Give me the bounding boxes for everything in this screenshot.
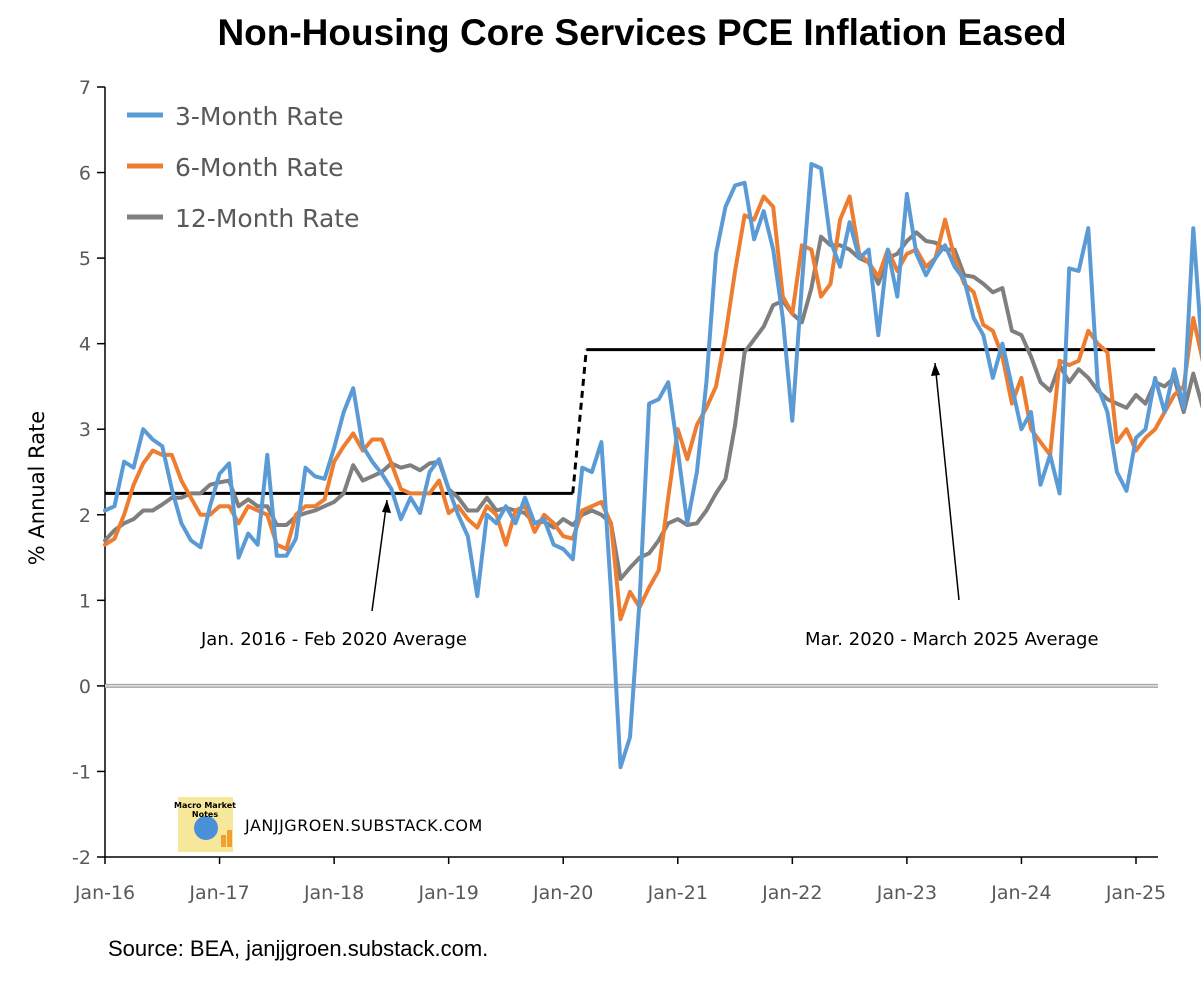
legend-label: 6-Month Rate — [175, 153, 344, 182]
x-tick-label: Jan-22 — [761, 882, 822, 904]
x-tick-label: Jan-17 — [188, 882, 249, 904]
annotation-arrow — [371, 499, 388, 612]
y-tick-label: 2 — [79, 505, 91, 527]
annotation-arrow — [934, 362, 960, 601]
y-tick-label: 4 — [79, 334, 91, 356]
arrowhead-icon — [931, 363, 940, 376]
svg-text:Notes: Notes — [192, 810, 218, 819]
source-note: Source: BEA, janjjgroen.substack.com. — [108, 936, 489, 961]
legend-label: 12-Month Rate — [175, 204, 359, 233]
x-tick-label: Jan-21 — [647, 882, 708, 904]
annotation-label: Mar. 2020 - March 2025 Average — [805, 629, 1099, 650]
watermark-site: JANJJGROEN.SUBSTACK.COM — [244, 816, 483, 835]
arrowhead-icon — [382, 500, 391, 513]
logo-wordmark: Macro Market — [174, 801, 236, 810]
logo-icon: Macro Market Notes — [174, 797, 236, 852]
x-tick-label: Jan-19 — [418, 882, 479, 904]
y-axis-label: % Annual Rate — [25, 411, 49, 565]
x-tick-label: Jan-18 — [303, 882, 364, 904]
x-tick-label: Jan-16 — [74, 882, 135, 904]
y-tick-label: 6 — [79, 163, 91, 185]
annotation-pre-covid: Jan. 2016 - Feb 2020 Average — [200, 499, 467, 650]
x-tick-label: Jan-24 — [990, 882, 1051, 904]
annotation-post-covid: Mar. 2020 - March 2025 Average — [805, 362, 1099, 650]
legend: 3-Month Rate 6-Month Rate 12-Month Rate — [127, 102, 359, 233]
x-tick-label: Jan-20 — [532, 882, 593, 904]
legend-label: 3-Month Rate — [175, 102, 344, 131]
axes: 7 6 5 4 3 2 1 0 -1 -2 Jan-16 Jan-17 Jan-18 Jan-19 Jan-… — [72, 77, 1166, 904]
watermark: Macro Market Notes JANJJGROEN.SUBSTACK.C… — [174, 797, 483, 852]
annotation-label: Jan. 2016 - Feb 2020 Average — [200, 629, 467, 650]
y-tick-label: 7 — [79, 77, 91, 99]
y-tick-label: -2 — [72, 847, 91, 869]
x-tick-label: Jan-23 — [876, 882, 937, 904]
y-tick-label: 1 — [79, 590, 91, 612]
y-tick-label: 3 — [79, 419, 91, 441]
series-line-3 — [103, 230, 1201, 581]
chart-area: 7 6 5 4 3 2 1 0 -1 -2 Jan-16 Jan-17 Jan-18 Jan-19 Jan-… — [25, 77, 1201, 904]
chart-title: Non-Housing Core Services PCE Inflation … — [217, 12, 1067, 53]
y-tick-label: -1 — [72, 761, 91, 783]
series-line-1 — [103, 162, 1201, 770]
average-transition — [571, 349, 588, 494]
series-line-2 — [103, 194, 1201, 622]
y-tick-label: 5 — [79, 248, 91, 270]
average-lines — [105, 348, 1156, 495]
y-tick-label: 0 — [79, 676, 91, 698]
x-tick-label: Jan-25 — [1105, 882, 1166, 904]
series-lines — [103, 162, 1201, 770]
